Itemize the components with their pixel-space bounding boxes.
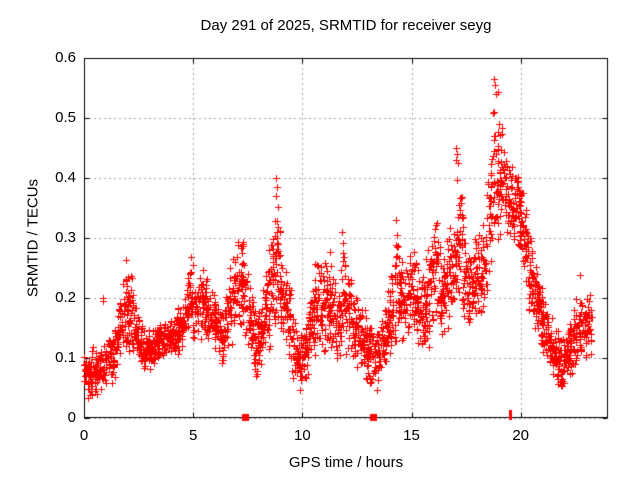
chart-title: Day 291 of 2025, SRMTID for receiver sey…: [200, 17, 492, 34]
x-tick-label: 15: [403, 427, 420, 444]
x-tick-label: 0: [79, 427, 89, 444]
y-tick-label: 0.1: [55, 349, 76, 366]
y-tick-label: 0: [67, 409, 76, 426]
y-tick-label: 0.3: [55, 229, 76, 246]
y-tick-label: 0.4: [55, 169, 76, 186]
x-tick-label: 5: [188, 427, 198, 444]
y-tick-label: 0.2: [55, 289, 76, 306]
x-tick-label: 20: [512, 427, 529, 444]
x-tick-label: 10: [293, 427, 311, 444]
x-axis-label: GPS time / hours: [288, 454, 404, 471]
y-tick-label: 0.6: [55, 49, 76, 66]
y-tick-label: 0.5: [55, 109, 76, 126]
